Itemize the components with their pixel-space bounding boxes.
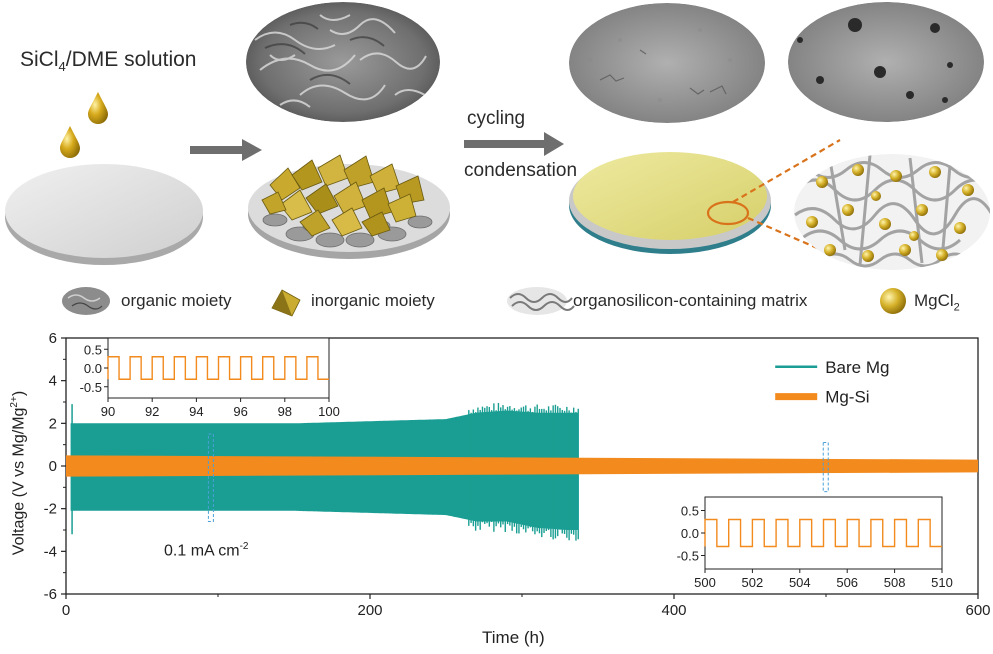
legend-mgcl2-label: MgCl2: [914, 291, 960, 314]
sem-image-porous: [788, 2, 984, 122]
mg-si-coated-disk: [569, 139, 841, 260]
x-tick-label: 400: [661, 602, 686, 619]
y-tick-label: 0: [49, 458, 57, 475]
arrow-label-cycling: cycling: [467, 108, 526, 129]
schematic-panel: SiCl4/DME solution: [0, 0, 993, 280]
inset-x-tick-label: 92: [145, 404, 159, 419]
chart-legend: Bare Mg Mg-Si: [775, 358, 889, 407]
inset-y-tick-label: -0.5: [677, 549, 699, 564]
current-density-annotation: 0.1 mA cm-2: [164, 541, 249, 560]
y-tick-label: -6: [44, 586, 57, 603]
organosilicon-matrix-zoom: [794, 154, 990, 270]
inset-y-tick-label: -0.5: [80, 380, 102, 395]
inset-x-tick-label: 508: [884, 575, 906, 590]
y-tick-label: -4: [44, 543, 57, 560]
sem-image-rough: [246, 2, 440, 122]
organic-moiety-icon: [62, 287, 110, 315]
inset-y-tick-label: 0.0: [681, 526, 699, 541]
schematic-legend: organic moiety inorganic moiety organosi…: [0, 286, 993, 318]
inset-y-tick-label: 0.5: [84, 342, 102, 357]
bare-mg-disk: [5, 164, 203, 265]
mgcl2-sphere-icon: [880, 288, 906, 314]
inset-x-tick-label: 502: [742, 575, 764, 590]
legend-organic-label: organic moiety: [121, 291, 232, 310]
process-arrow-1: [190, 139, 262, 161]
y-axis-label: Voltage (V vs Mg/Mg2+): [9, 390, 28, 556]
inset-x-tick-label: 98: [278, 404, 292, 419]
inset-x-tick-label: 506: [836, 575, 858, 590]
zoom-marker-505h: [822, 442, 829, 493]
series-mg-si: [66, 455, 978, 477]
process-arrow-2: [464, 132, 564, 156]
voltage-time-chart: 0 200 400 600 6 4 2 0 -2 -4 -6 Bare Mg Mg-Si 90 92 94 96…: [44, 330, 991, 619]
inset-x-tick-label: 90: [101, 404, 115, 419]
schematic-graphics: [5, 2, 990, 270]
zoom-marker-95h: [207, 433, 214, 522]
inset-y-tick-label: 0.0: [84, 361, 102, 376]
inset-y-tick-label: 0.5: [681, 504, 699, 519]
sem-image-smooth: [569, 3, 765, 123]
legend-inorganic-label: inorganic moiety: [311, 291, 435, 310]
x-tick-label: 200: [357, 602, 382, 619]
matrix-icon: [507, 287, 575, 315]
inset-x-tick-label: 96: [233, 404, 247, 419]
inset-series-mg-si: [107, 356, 329, 380]
y-tick-label: 6: [49, 330, 57, 347]
inorganic-deposit-disk: [248, 154, 450, 259]
inset-500-510h: 500 502 504 506 508 510 0.5 0.0 -0.5: [677, 496, 953, 590]
arrow-label-condensation: condensation: [464, 160, 578, 181]
inset-x-tick-label: 510: [931, 575, 953, 590]
inset-x-tick-label: 504: [789, 575, 811, 590]
solution-label: SiCl4/DME solution: [20, 48, 197, 75]
x-tick-label: 600: [965, 602, 990, 619]
legend-matrix-label: organosilicon-containing matrix: [573, 291, 808, 310]
inset-x-tick-label: 94: [189, 404, 203, 419]
x-axis-label: Time (h): [482, 628, 545, 647]
inset-90-100h: 90 92 94 96 98 100 0.5 0.0 -0.5: [80, 337, 340, 419]
y-tick-label: -2: [44, 501, 57, 518]
x-tick-label: 0: [62, 602, 70, 619]
legend-mg-si-label: Mg-Si: [825, 388, 869, 407]
y-tick-label: 4: [49, 373, 57, 390]
inset-series-mg-si: [704, 518, 942, 548]
inset-x-tick-label: 500: [694, 575, 716, 590]
y-tick-label: 2: [49, 415, 57, 432]
inset-x-tick-label: 100: [318, 404, 340, 419]
inorganic-moiety-icon: [271, 289, 301, 317]
legend-bare-mg-label: Bare Mg: [825, 358, 889, 377]
